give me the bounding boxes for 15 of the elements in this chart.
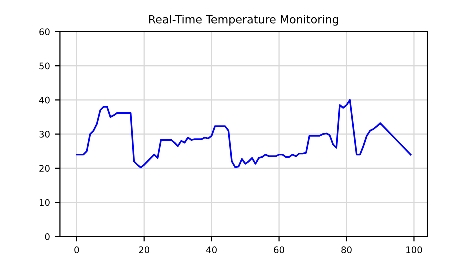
y-tick-label: 60 bbox=[40, 28, 50, 36]
x-tick-label: 60 bbox=[274, 246, 284, 254]
y-tick-label: 0 bbox=[45, 233, 50, 240]
x-tick-label: 20 bbox=[139, 246, 150, 254]
x-tick-label: 100 bbox=[406, 246, 422, 254]
x-tick-label: 40 bbox=[206, 246, 217, 254]
y-tick-label: 10 bbox=[40, 199, 50, 206]
y-tick-label: 40 bbox=[39, 96, 50, 104]
y-tick-label: 50 bbox=[40, 62, 50, 70]
y-tick-label: 30 bbox=[40, 131, 50, 138]
x-tick-label: 0 bbox=[74, 246, 80, 254]
y-tick-label: 20 bbox=[40, 165, 50, 172]
x-tick-label: 80 bbox=[342, 246, 352, 254]
chart-title: Real-Time Temperature Monitoring bbox=[149, 15, 338, 26]
line-series bbox=[76, 99, 412, 169]
